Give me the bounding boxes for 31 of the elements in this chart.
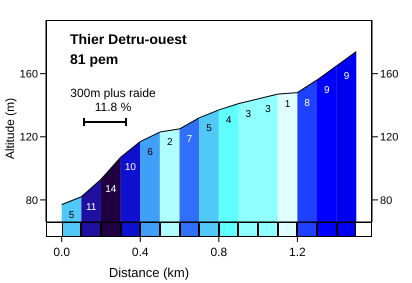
x-tick-label: 0.4 [132,245,149,259]
annotation: 11 [84,200,98,215]
annotation: 5 [205,122,213,136]
y2-tick-label: 80 [380,194,392,207]
annotation: 6 [146,146,154,160]
text: 81 pem [70,51,118,67]
y2-tick-label: 160 [380,68,398,81]
x-axis-title: Distance (km) [108,265,190,280]
text: Thier Detru-ouest [70,31,187,47]
annotation: 11.8 % [94,100,132,114]
annotation: 10 [124,161,137,176]
annotation: 9 [323,84,331,98]
annotation: 3 [264,102,272,117]
annotation: 7 [186,132,194,147]
annotation: 1 [284,98,292,112]
y-tick-label: 120 [20,132,38,144]
x-tick-label: 0.8 [210,245,228,259]
annotation: 2 [166,136,174,150]
annotation: 9 [342,70,350,84]
annotation: 300m plus raide [69,86,157,100]
annotation: 14 [104,183,118,198]
y-tick-label: 80 [26,194,38,207]
annotation: 3 [244,108,252,122]
y-axis-title: Altitude (m) [3,98,17,160]
annotation: 4 [224,114,232,128]
annotation: 8 [303,96,311,111]
x-tick-label: 1.2 [289,245,306,259]
annotation: 5 [68,208,76,223]
y2-tick-label: 120 [380,132,398,144]
y-tick-label: 160 [20,68,38,81]
x-tick-label: 0.0 [53,245,70,259]
